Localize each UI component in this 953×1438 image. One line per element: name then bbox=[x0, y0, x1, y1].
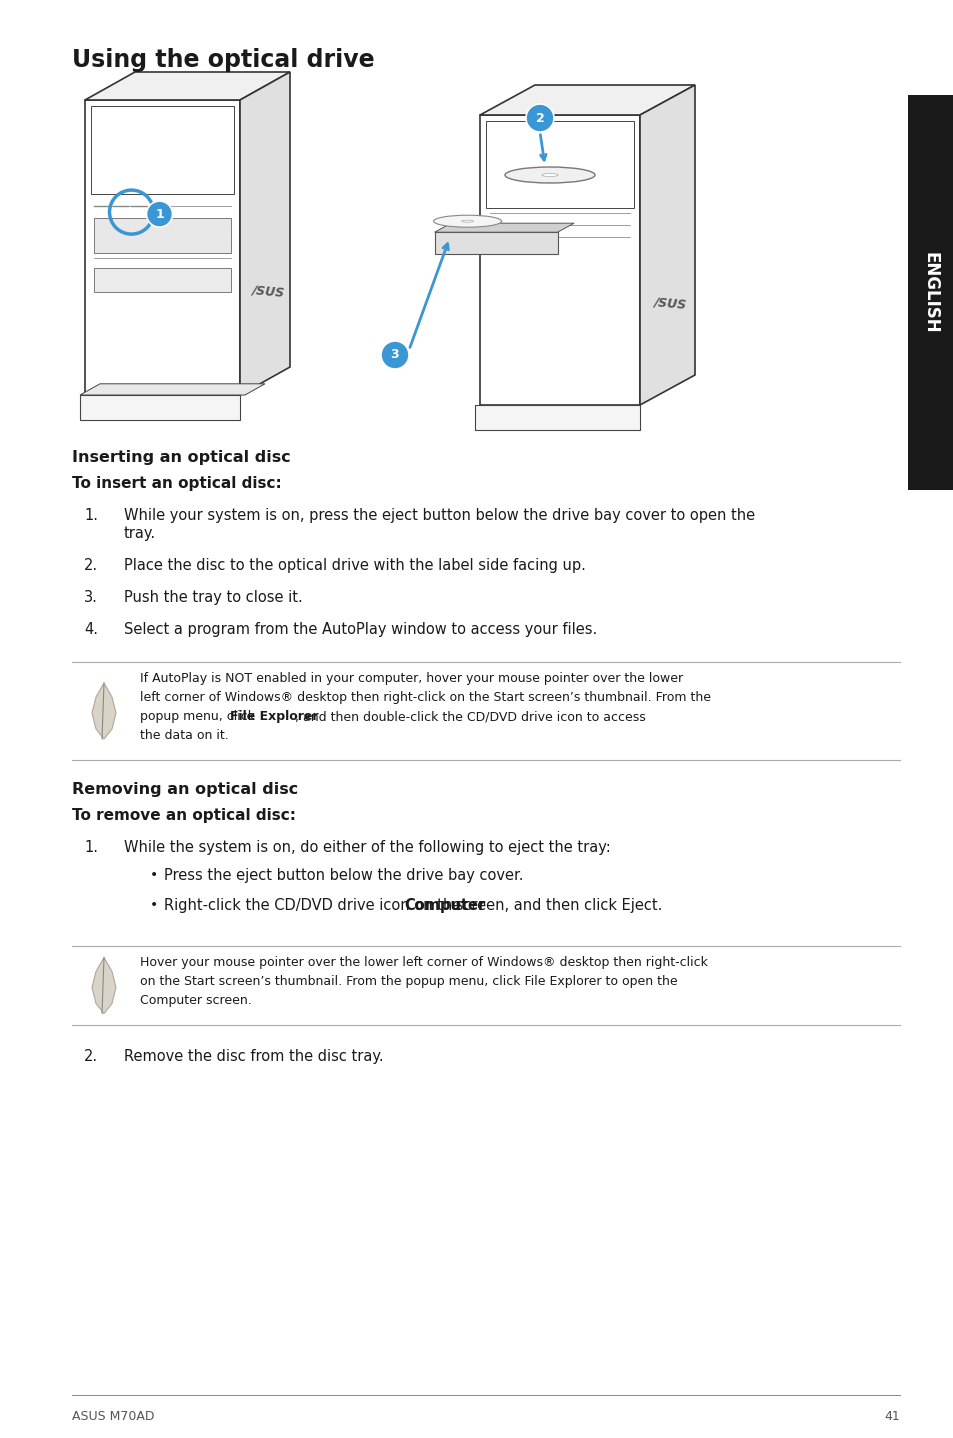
Text: Computer screen.: Computer screen. bbox=[140, 994, 252, 1007]
Text: 2.: 2. bbox=[84, 1048, 98, 1064]
Text: Remove the disc from the disc tray.: Remove the disc from the disc tray. bbox=[124, 1048, 383, 1064]
Bar bbox=[94, 219, 231, 253]
Text: ASUS M70AD: ASUS M70AD bbox=[71, 1411, 154, 1424]
Text: /SUS: /SUS bbox=[653, 296, 686, 312]
Text: , and then double-click the CD/DVD drive icon to access: , and then double-click the CD/DVD drive… bbox=[294, 710, 645, 723]
Bar bbox=[85, 101, 240, 395]
Text: 1.: 1. bbox=[84, 840, 98, 856]
Polygon shape bbox=[91, 958, 116, 1014]
Ellipse shape bbox=[434, 216, 501, 227]
Text: Select a program from the AutoPlay window to access your files.: Select a program from the AutoPlay windo… bbox=[124, 623, 597, 637]
Polygon shape bbox=[435, 223, 574, 232]
Text: left corner of Windows® desktop then right-click on the Start screen’s thumbnail: left corner of Windows® desktop then rig… bbox=[140, 692, 710, 705]
Text: Push the tray to close it.: Push the tray to close it. bbox=[124, 590, 302, 605]
Text: 1: 1 bbox=[155, 207, 164, 220]
Text: tray.: tray. bbox=[124, 526, 156, 541]
Text: To insert an optical disc:: To insert an optical disc: bbox=[71, 476, 281, 490]
Ellipse shape bbox=[504, 167, 595, 183]
Polygon shape bbox=[91, 683, 116, 739]
Bar bbox=[94, 267, 231, 292]
Text: ENGLISH: ENGLISH bbox=[921, 252, 939, 334]
Text: Inserting an optical disc: Inserting an optical disc bbox=[71, 450, 291, 464]
Bar bbox=[80, 395, 240, 420]
Text: 3.: 3. bbox=[84, 590, 98, 605]
Text: To remove an optical disc:: To remove an optical disc: bbox=[71, 808, 295, 823]
Text: Place the disc to the optical drive with the label side facing up.: Place the disc to the optical drive with… bbox=[124, 558, 585, 572]
Polygon shape bbox=[479, 85, 695, 115]
Text: Right-click the CD/DVD drive icon on the: Right-click the CD/DVD drive icon on the bbox=[164, 897, 465, 913]
Polygon shape bbox=[240, 72, 290, 395]
Bar bbox=[91, 106, 233, 194]
Text: •: • bbox=[150, 897, 158, 912]
Polygon shape bbox=[639, 85, 695, 406]
Polygon shape bbox=[85, 72, 290, 101]
Text: If AutoPlay is NOT enabled in your computer, hover your mouse pointer over the l: If AutoPlay is NOT enabled in your compu… bbox=[140, 672, 682, 684]
Text: on the Start screen’s thumbnail. From the popup menu, click File Explorer to ope: on the Start screen’s thumbnail. From th… bbox=[140, 975, 677, 988]
Circle shape bbox=[525, 104, 554, 132]
Circle shape bbox=[147, 201, 172, 227]
Text: File Explorer: File Explorer bbox=[230, 710, 318, 723]
Text: 1.: 1. bbox=[84, 508, 98, 523]
Polygon shape bbox=[80, 384, 265, 395]
Bar bbox=[479, 115, 639, 406]
Ellipse shape bbox=[541, 174, 558, 177]
Text: While the system is on, do either of the following to eject the tray:: While the system is on, do either of the… bbox=[124, 840, 610, 856]
Text: Using the optical drive: Using the optical drive bbox=[71, 47, 375, 72]
Text: /SUS: /SUS bbox=[251, 283, 284, 299]
Text: 2: 2 bbox=[535, 112, 544, 125]
Text: popup menu, click: popup menu, click bbox=[140, 710, 258, 723]
Bar bbox=[486, 121, 633, 209]
Text: Press the eject button below the drive bay cover.: Press the eject button below the drive b… bbox=[164, 869, 523, 883]
Text: •: • bbox=[150, 869, 158, 881]
Bar bbox=[907, 95, 953, 490]
Text: 41: 41 bbox=[883, 1411, 899, 1424]
Text: 4.: 4. bbox=[84, 623, 98, 637]
Text: Removing an optical disc: Removing an optical disc bbox=[71, 782, 298, 797]
Text: Computer: Computer bbox=[403, 897, 484, 913]
Text: the data on it.: the data on it. bbox=[140, 729, 229, 742]
Bar bbox=[475, 406, 639, 430]
Circle shape bbox=[380, 341, 409, 370]
Text: 3: 3 bbox=[391, 348, 399, 361]
Text: screen, and then click Eject.: screen, and then click Eject. bbox=[450, 897, 661, 913]
Text: 2.: 2. bbox=[84, 558, 98, 572]
Text: While your system is on, press the eject button below the drive bay cover to ope: While your system is on, press the eject… bbox=[124, 508, 755, 523]
Ellipse shape bbox=[461, 220, 473, 223]
Polygon shape bbox=[435, 232, 557, 255]
Text: Hover your mouse pointer over the lower left corner of Windows® desktop then rig: Hover your mouse pointer over the lower … bbox=[140, 956, 707, 969]
